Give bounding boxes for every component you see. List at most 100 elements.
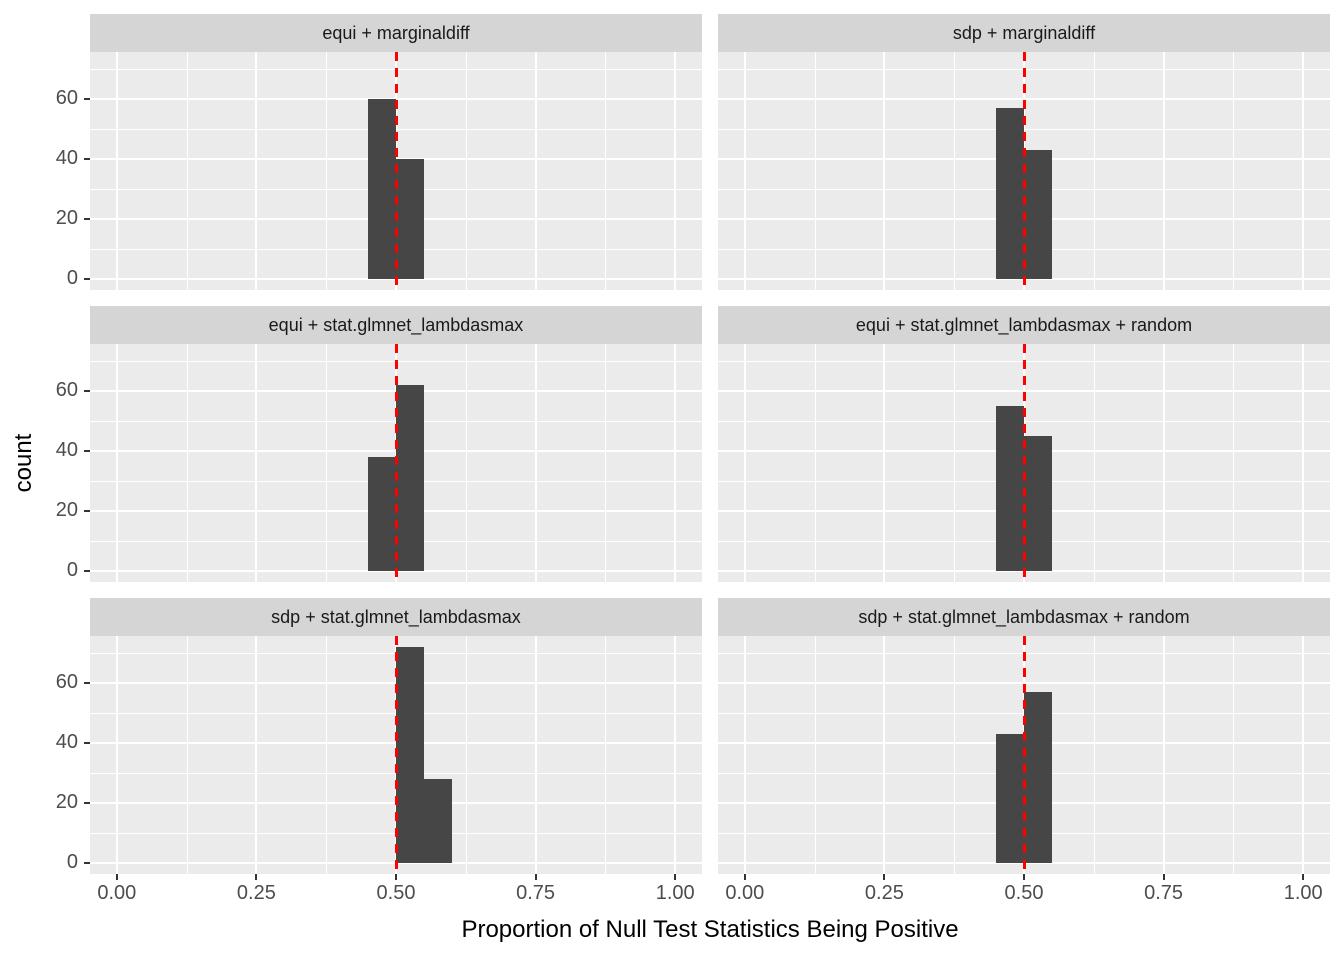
y-tick-mark [84,449,90,452]
x-tick-mark [255,874,258,880]
x-tick-mark [674,874,677,880]
y-tick-label: 20 [55,791,78,814]
y-tick-label: 20 [55,207,78,230]
y-tick-label: 0 [66,851,78,874]
gridline-x-minor [1233,636,1235,874]
gridline-x-minor [814,52,816,290]
gridline-x-minor [465,52,467,290]
panel-plot-area [718,344,1330,582]
y-tick-label: 60 [55,86,78,109]
facet-panel: equi + stat.glmnet_lambdasmax + random [718,306,1330,582]
gridline-x-major [1302,52,1305,290]
gridline-x-minor [465,636,467,874]
gridline-x-major [115,52,118,290]
facet-panel: equi + stat.glmnet_lambdasmax [90,306,702,582]
gridline-x-minor [954,52,956,290]
facet-strip: equi + stat.glmnet_lambdasmax [90,306,702,344]
gridline-x-major [883,636,886,874]
gridline-x-major [743,344,746,582]
gridline-x-major [255,344,258,582]
gridline-x-major [1302,344,1305,582]
x-tick-mark [1162,874,1165,880]
y-tick-mark [84,218,90,221]
gridline-x-minor [186,52,188,290]
gridline-x-major [883,52,886,290]
x-tick-mark [1023,874,1025,880]
gridline-x-minor [465,344,467,582]
gridline-x-major [255,52,258,290]
gridline-x-major [743,52,746,290]
y-tick-label: 20 [55,499,78,522]
reference-line [394,52,398,290]
histogram-bar [396,158,424,280]
y-tick-label: 0 [66,267,78,290]
gridline-x-minor [605,344,607,582]
y-tick-mark [84,389,90,392]
histogram-bar [368,456,396,572]
x-tick-mark [395,874,397,880]
y-tick-mark [84,741,90,744]
histogram-bar [1024,149,1052,280]
x-tick-label: 1.00 [655,882,695,904]
gridline-x-minor [1233,344,1235,582]
panel-plot-area [90,52,702,290]
x-tick-label: 0.75 [516,882,556,904]
x-tick-label: 0.00 [725,882,765,904]
x-tick-mark [743,874,746,880]
gridline-x-major [674,344,677,582]
x-tick-label: 0.25 [864,882,904,904]
histogram-bar [996,733,1024,864]
gridline-x-minor [186,636,188,874]
reference-line [1022,52,1026,290]
x-tick-label: 0.25 [236,882,276,904]
gridline-x-minor [186,344,188,582]
reference-line [394,344,398,582]
gridline-x-major [883,344,886,582]
x-tick-label: 0.50 [1004,882,1044,904]
facet-panel: sdp + stat.glmnet_lambdasmax + random [718,598,1330,874]
gridline-x-major [1162,636,1165,874]
gridline-x-minor [814,636,816,874]
y-tick-label: 40 [55,438,78,461]
histogram-bar [996,405,1024,572]
x-tick-label: 0.75 [1144,882,1184,904]
x-tick-mark [1302,874,1305,880]
y-tick-mark [84,570,90,573]
gridline-x-major [674,636,677,874]
gridline-x-minor [1093,636,1095,874]
y-tick-label: 60 [55,378,78,401]
y-tick-mark [84,681,90,684]
gridline-x-minor [1093,52,1095,290]
facet-strip: equi + marginaldiff [90,14,702,52]
facet-strip: equi + stat.glmnet_lambdasmax + random [718,306,1330,344]
gridline-x-minor [954,636,956,874]
histogram-bar [368,98,396,280]
facet-strip: sdp + stat.glmnet_lambdasmax + random [718,598,1330,636]
y-tick-mark [84,278,90,281]
gridline-x-major [115,636,118,874]
gridline-x-minor [326,636,328,874]
reference-line [394,636,398,874]
panel-plot-area [90,344,702,582]
gridline-x-minor [1233,52,1235,290]
gridline-x-major [534,344,537,582]
facet-strip: sdp + stat.glmnet_lambdasmax [90,598,702,636]
x-tick-mark [534,874,537,880]
gridline-x-major [743,636,746,874]
x-tick-mark [883,874,886,880]
gridline-x-major [1162,52,1165,290]
histogram-bar [996,107,1024,280]
gridline-x-major [534,52,537,290]
y-tick-mark [84,510,90,513]
gridline-x-major [255,636,258,874]
x-axis-title: Proportion of Null Test Statistics Being… [461,916,959,943]
y-tick-label: 40 [55,730,78,753]
gridline-x-major [1162,344,1165,582]
facet-panel: sdp + stat.glmnet_lambdasmax [90,598,702,874]
gridline-x-minor [326,344,328,582]
gridline-x-major [1302,636,1305,874]
y-tick-mark [84,97,90,100]
panel-plot-area [718,636,1330,874]
y-tick-label: 0 [66,559,78,582]
